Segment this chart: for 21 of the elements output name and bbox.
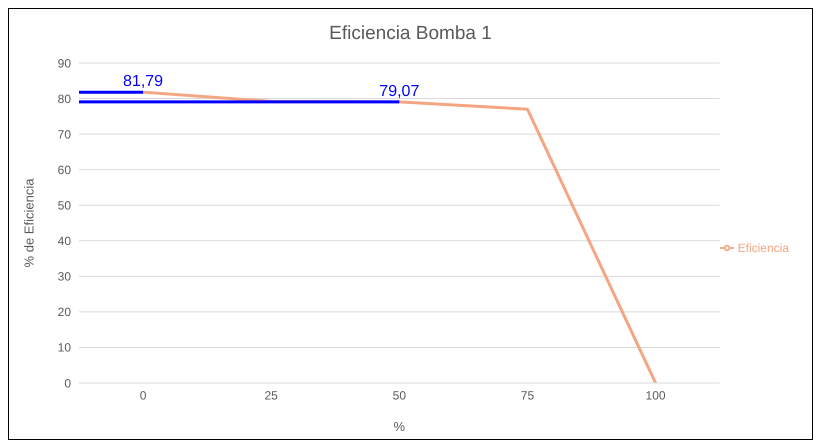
annotation: 79,07 [379,82,420,100]
y-tick-label: 40 [58,234,72,248]
x-tick-label: 100 [646,388,666,403]
x-tick-label: 0 [140,388,147,403]
y-tick-label: 10 [58,340,72,355]
y-tick-label: 30 [58,270,72,284]
y-tick-label: 80 [58,92,72,106]
annotation: 81,79 [123,73,164,90]
y-tick-label: 70 [58,127,72,142]
y-tick-label: 20 [58,305,72,320]
y-tick-label: 0 [64,376,72,390]
x-axis-title: % [394,419,406,434]
y-tick-label: 50 [58,198,72,212]
y-axis-title: % de Eficiencia [22,178,37,268]
chart-title: Eficiencia Bomba 1 [328,23,493,46]
legend-label: Eficiencia [738,240,789,255]
x-tick-label: 25 [264,388,278,403]
y-tick-label: 60 [58,162,72,177]
x-tick-label: 75 [520,388,534,403]
x-tick-label: 50 [392,388,406,403]
y-tick-label: 90 [58,56,72,70]
